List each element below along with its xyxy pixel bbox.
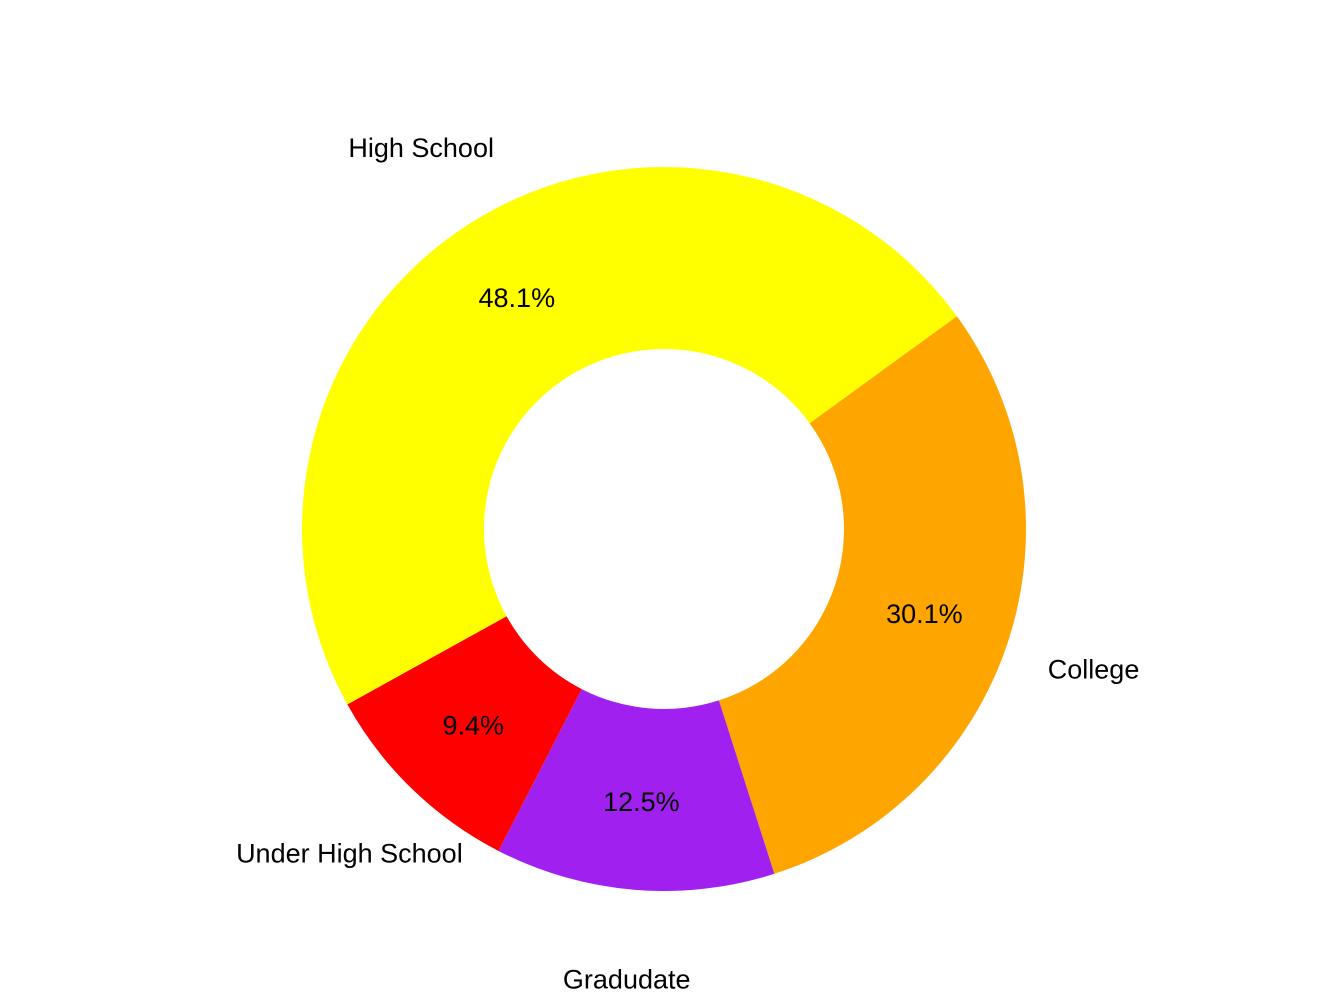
category-label-high-school: High School xyxy=(348,133,494,163)
slice-high-school xyxy=(302,167,957,705)
value-label-high-school: 48.1% xyxy=(479,283,556,313)
value-label-gradudate: 12.5% xyxy=(603,787,680,817)
slice-group xyxy=(302,167,1026,891)
slice-gradudate xyxy=(498,689,775,891)
slice-college xyxy=(718,316,1026,874)
value-label-group: 30.1% 12.5% 9.4% 48.1% xyxy=(443,283,963,817)
value-label-college: 30.1% xyxy=(886,599,963,629)
slice-under-high-school xyxy=(347,616,582,851)
category-label-gradudate: Gradudate xyxy=(563,964,691,994)
category-label-under-high-school: Under High School xyxy=(236,839,463,869)
category-label-group: College Gradudate Under High School High Sc… xyxy=(236,133,1139,995)
value-label-under-high-school: 9.4% xyxy=(443,711,505,741)
category-label-college: College xyxy=(1048,655,1140,685)
